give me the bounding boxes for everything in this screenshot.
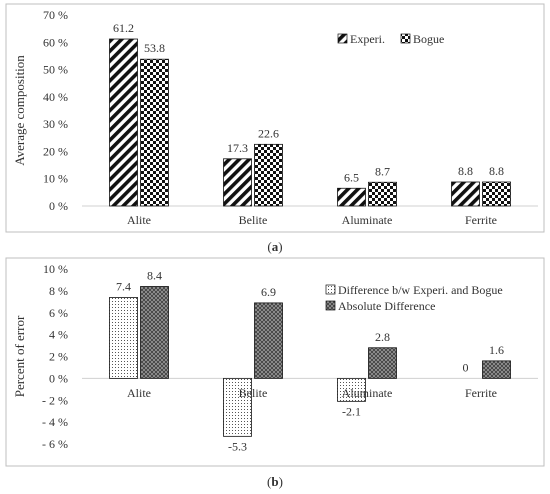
legend-label: Absolute Difference bbox=[338, 299, 435, 313]
y-axis-title: Average composition bbox=[12, 55, 27, 166]
data-label: 61.2 bbox=[113, 21, 134, 35]
caption-b: (b) bbox=[267, 474, 283, 489]
caption-b-letter: b bbox=[271, 474, 278, 489]
y-tick-label: 4 % bbox=[49, 328, 68, 342]
legend-swatch bbox=[325, 284, 336, 295]
y-tick-label: 0 % bbox=[49, 371, 68, 385]
legend: Difference b/w Experi. and Bogue Absolute… bbox=[325, 283, 503, 313]
data-label: 22.6 bbox=[258, 126, 279, 140]
x-tick-label: Ferrite bbox=[465, 213, 497, 227]
caption-a: (a) bbox=[267, 239, 282, 254]
data-label: -5.3 bbox=[228, 439, 247, 453]
chart-a: 0 % 10 % 20 % 30 % 40 % 50 % 60 % 70 % Average c… bbox=[12, 8, 538, 227]
bar bbox=[337, 187, 366, 207]
data-label: 8.4 bbox=[147, 269, 162, 283]
data-label: -2.1 bbox=[342, 404, 361, 418]
bar bbox=[254, 302, 283, 379]
x-tick-label: Ferrite bbox=[465, 386, 497, 400]
legend-swatch bbox=[325, 300, 336, 311]
legend: Experi. Bogue bbox=[337, 32, 444, 46]
y-tick-label: - 2 % bbox=[42, 393, 68, 407]
data-label: 8.8 bbox=[458, 164, 473, 178]
y-tick-label: 10 % bbox=[43, 172, 68, 186]
legend-label: Experi. bbox=[350, 32, 385, 46]
data-label: 2.8 bbox=[375, 330, 390, 344]
bar bbox=[109, 38, 138, 207]
y-tick-label: 70 % bbox=[43, 8, 68, 22]
bar bbox=[140, 286, 169, 379]
x-tick-label: Alite bbox=[127, 386, 151, 400]
data-label: 8.8 bbox=[489, 164, 504, 178]
bar bbox=[254, 143, 283, 207]
data-label: 17.3 bbox=[227, 141, 248, 155]
x-tick-label: Alite bbox=[127, 213, 151, 227]
y-tick-label: 8 % bbox=[49, 284, 68, 298]
y-tick-label: 6 % bbox=[49, 306, 68, 320]
y-tick-label: 60 % bbox=[43, 35, 68, 49]
x-tick-label: Aluminate bbox=[342, 213, 393, 227]
legend-label: Difference b/w Experi. and Bogue bbox=[338, 283, 503, 297]
bar bbox=[368, 347, 397, 379]
y-tick-label: 10 % bbox=[43, 262, 68, 276]
data-label: 6.5 bbox=[344, 170, 359, 184]
data-label: 8.7 bbox=[375, 164, 390, 178]
chart-b: - 6 % - 4 % - 2 % 0 % 2 % 4 % 6 % 8 % 10 % Percen… bbox=[12, 262, 538, 453]
y-axis-title: Percent of error bbox=[12, 315, 27, 397]
data-label: 6.9 bbox=[261, 285, 276, 299]
bar bbox=[223, 158, 252, 207]
y-tick-label: 2 % bbox=[49, 350, 68, 364]
data-label: 53.8 bbox=[144, 41, 165, 55]
y-tick-label: 40 % bbox=[43, 90, 68, 104]
y-tick-label: - 4 % bbox=[42, 415, 68, 429]
bar bbox=[368, 181, 397, 207]
y-tick-label: - 6 % bbox=[42, 437, 68, 451]
bar bbox=[140, 58, 169, 207]
y-tick-label: 0 % bbox=[49, 199, 68, 213]
bar bbox=[337, 377, 366, 402]
data-label: 7.4 bbox=[116, 279, 131, 293]
y-tick-label: 30 % bbox=[43, 117, 68, 131]
data-label: 0 bbox=[463, 360, 469, 374]
bar bbox=[223, 377, 252, 437]
bar bbox=[482, 181, 511, 207]
bar bbox=[482, 360, 511, 379]
legend-swatch bbox=[337, 33, 348, 44]
y-tick-label: 50 % bbox=[43, 63, 68, 77]
x-tick-label: Aluminate bbox=[342, 386, 393, 400]
y-tick-label: 20 % bbox=[43, 144, 68, 158]
caption-a-letter: a bbox=[272, 239, 279, 254]
data-label: 1.6 bbox=[489, 343, 504, 357]
bar bbox=[451, 181, 480, 207]
legend-label: Bogue bbox=[413, 32, 444, 46]
x-tick-label: Belite bbox=[239, 213, 268, 227]
x-tick-label: Belite bbox=[239, 386, 268, 400]
bar bbox=[109, 297, 138, 379]
legend-swatch bbox=[400, 33, 411, 44]
